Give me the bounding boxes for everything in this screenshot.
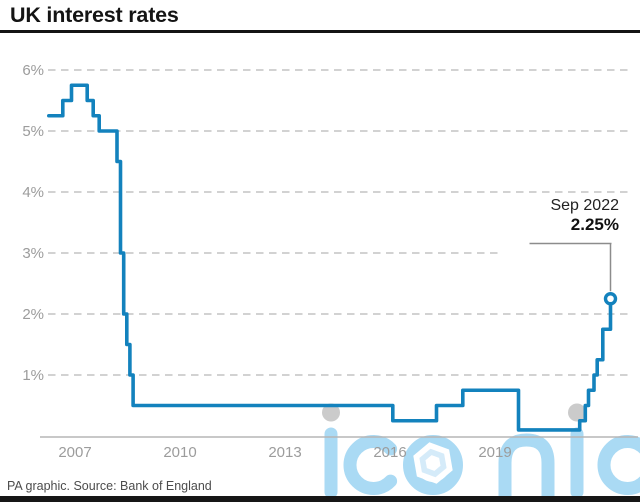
- watermark-logo-mark: [322, 403, 586, 484]
- y-tick-label: 6%: [22, 61, 44, 79]
- y-tick-label: 4%: [22, 183, 44, 201]
- rate-line-series: [47, 83, 618, 432]
- x-tick-label: 2013: [268, 444, 302, 461]
- x-tick-label: 2010: [163, 444, 197, 461]
- header-rule: [0, 30, 640, 33]
- annotation-value-label: 2.25%: [570, 215, 619, 234]
- gridlines: [48, 69, 632, 376]
- x-tick-label: 2019: [478, 444, 512, 461]
- page-title: UK interest rates: [10, 3, 179, 27]
- bottom-bar: [0, 496, 640, 502]
- x-tick-label: 2007: [58, 444, 92, 461]
- x-tick-label: 2016: [373, 444, 407, 461]
- annotation-date-label: Sep 2022: [550, 197, 619, 214]
- y-tick-label: 2%: [22, 305, 44, 323]
- source-credit: PA graphic. Source: Bank of England: [7, 479, 212, 493]
- annotation-callout-lines: [529, 242, 612, 292]
- watermark-letters: [324, 427, 640, 502]
- y-tick-label: 3%: [22, 244, 44, 262]
- y-tick-label: 1%: [22, 366, 44, 384]
- y-tick-label: 5%: [22, 122, 44, 140]
